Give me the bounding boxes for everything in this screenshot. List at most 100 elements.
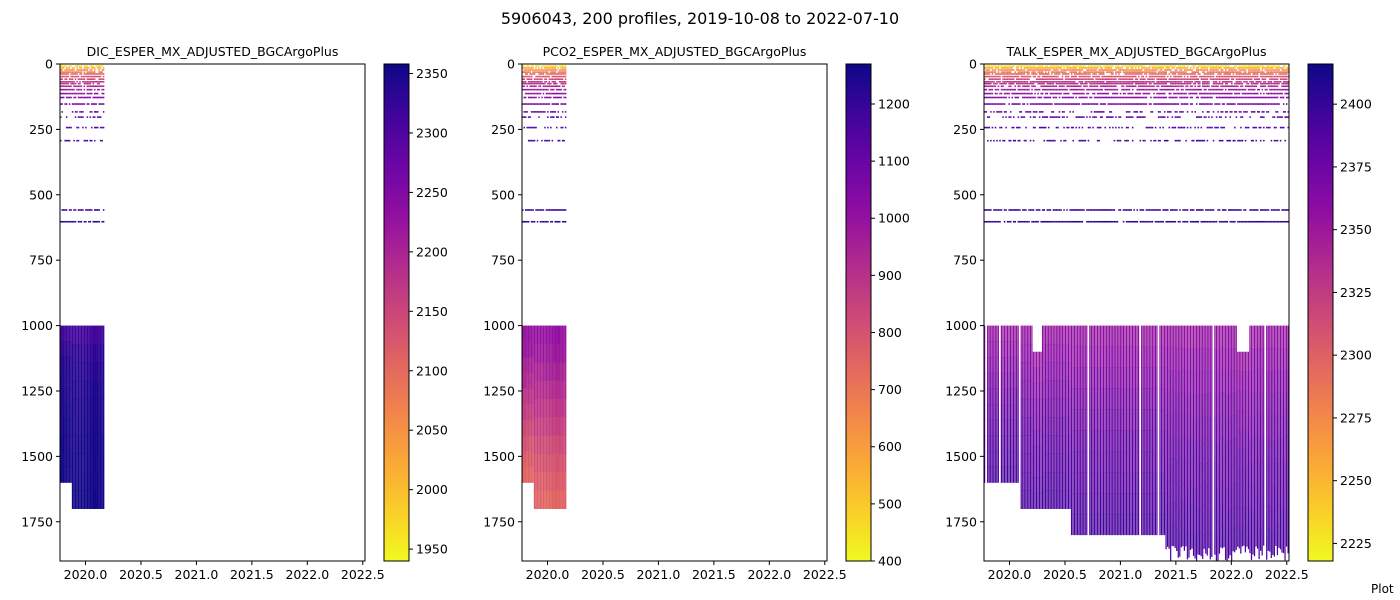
heatmap-cell bbox=[80, 417, 83, 436]
heatmap-cell bbox=[1150, 451, 1152, 473]
heatmap-cell bbox=[1058, 362, 1060, 381]
heatmap-cell bbox=[1090, 69, 1093, 71]
heatmap-cell bbox=[70, 82, 72, 85]
heatmap-cell bbox=[1054, 435, 1056, 455]
heatmap-cell bbox=[1163, 346, 1166, 368]
heatmap-cell bbox=[541, 453, 543, 473]
heatmap-cell bbox=[1002, 65, 1004, 67]
heatmap-cell bbox=[1124, 492, 1126, 515]
heatmap-cell bbox=[1151, 472, 1153, 494]
heatmap-cell bbox=[551, 435, 554, 455]
heatmap-cell bbox=[522, 466, 524, 483]
heatmap-cell bbox=[85, 417, 87, 436]
heatmap-cell bbox=[1282, 75, 1285, 78]
heatmap-cell bbox=[1189, 504, 1192, 528]
heatmap-cell bbox=[557, 78, 559, 80]
heatmap-cell bbox=[1238, 75, 1241, 78]
heatmap-cell bbox=[1165, 65, 1167, 67]
heatmap-cell bbox=[1145, 75, 1148, 78]
heatmap-cell bbox=[527, 126, 530, 129]
heatmap-cell bbox=[1046, 73, 1049, 75]
heatmap-cell bbox=[547, 435, 549, 455]
heatmap-cell bbox=[1104, 67, 1106, 69]
heatmap-cell bbox=[1122, 81, 1125, 83]
heatmap-cell bbox=[1009, 81, 1012, 83]
heatmap-cell bbox=[1168, 67, 1171, 69]
heatmap-cell bbox=[547, 417, 549, 436]
heatmap-cell bbox=[1192, 65, 1195, 67]
heatmap-cell bbox=[68, 88, 71, 91]
heatmap-cell bbox=[1067, 453, 1070, 473]
heatmap-cell bbox=[1096, 472, 1099, 494]
heatmap-cell bbox=[1173, 391, 1175, 415]
heatmap-cell bbox=[991, 356, 993, 373]
heatmap-cell bbox=[1119, 492, 1121, 515]
heatmap-cell bbox=[554, 73, 557, 75]
heatmap-cell bbox=[1038, 414, 1041, 431]
heatmap-cell bbox=[1016, 65, 1018, 67]
heatmap-cell bbox=[68, 356, 71, 373]
heatmap-cell bbox=[1151, 81, 1154, 83]
heatmap-cell bbox=[1040, 492, 1042, 509]
heatmap-cell bbox=[1282, 507, 1285, 531]
heatmap-cell bbox=[524, 103, 527, 105]
heatmap-cell bbox=[1102, 71, 1105, 73]
heatmap-cell bbox=[1151, 75, 1154, 78]
heatmap-cell bbox=[1128, 388, 1131, 410]
heatmap-cell bbox=[996, 75, 998, 78]
heatmap-cell bbox=[988, 372, 990, 389]
heatmap-cell bbox=[1032, 69, 1035, 71]
heatmap-cell bbox=[991, 75, 994, 78]
heatmap-cell bbox=[1232, 73, 1235, 75]
heatmap-cell bbox=[1119, 71, 1122, 73]
heatmap-cell bbox=[1124, 367, 1126, 389]
heatmap-cell bbox=[1043, 472, 1045, 491]
heatmap-cell bbox=[1243, 67, 1245, 69]
heatmap-cell bbox=[1272, 69, 1274, 71]
heatmap-cell bbox=[76, 71, 78, 73]
heatmap-cell bbox=[1179, 417, 1181, 442]
heatmap-cell bbox=[1182, 391, 1184, 415]
heatmap-cell bbox=[1020, 71, 1023, 73]
heatmap-cell bbox=[1124, 71, 1126, 73]
heatmap-cell bbox=[1151, 65, 1154, 67]
heatmap-cell bbox=[533, 69, 536, 71]
heatmap-cell bbox=[1057, 490, 1059, 509]
heatmap-cell bbox=[522, 220, 524, 223]
heatmap-cell bbox=[1284, 372, 1286, 397]
heatmap-cell bbox=[74, 362, 77, 381]
heatmap-cell bbox=[1287, 71, 1289, 73]
heatmap-cell bbox=[545, 96, 548, 99]
heatmap-cell bbox=[561, 380, 564, 400]
heatmap-cell bbox=[1246, 67, 1248, 69]
heatmap-cell bbox=[993, 404, 995, 421]
heatmap-cell bbox=[527, 71, 530, 73]
heatmap-cell bbox=[1141, 409, 1143, 431]
heatmap-cell bbox=[535, 490, 537, 509]
heatmap-cell bbox=[1235, 73, 1238, 75]
heatmap-cell bbox=[1220, 414, 1222, 437]
heatmap-cell bbox=[1174, 525, 1176, 548]
heatmap-cell bbox=[96, 116, 99, 118]
heatmap-cell bbox=[1284, 325, 1286, 350]
heatmap-cell bbox=[561, 343, 564, 363]
heatmap-cell bbox=[76, 65, 78, 67]
heatmap-cell bbox=[553, 380, 555, 400]
heatmap-cell bbox=[1258, 372, 1260, 396]
heatmap-cell bbox=[1012, 419, 1015, 436]
heatmap-cell bbox=[1174, 503, 1176, 526]
heatmap-cell bbox=[1115, 513, 1117, 536]
heatmap-cell bbox=[95, 65, 97, 67]
heatmap-cell bbox=[1037, 71, 1039, 73]
heatmap-cell bbox=[991, 372, 993, 389]
heatmap-cell bbox=[1054, 71, 1056, 73]
heatmap-cell bbox=[1046, 67, 1049, 69]
heatmap-cell bbox=[536, 78, 539, 80]
heatmap-cell bbox=[1221, 436, 1224, 460]
heatmap-cell bbox=[1191, 325, 1193, 349]
heatmap-cell bbox=[529, 451, 531, 468]
heatmap-cell bbox=[1138, 69, 1140, 71]
colorbar-tick-label: 2150 bbox=[416, 304, 448, 319]
heatmap-cell bbox=[1240, 392, 1242, 413]
heatmap-cell bbox=[554, 81, 557, 83]
